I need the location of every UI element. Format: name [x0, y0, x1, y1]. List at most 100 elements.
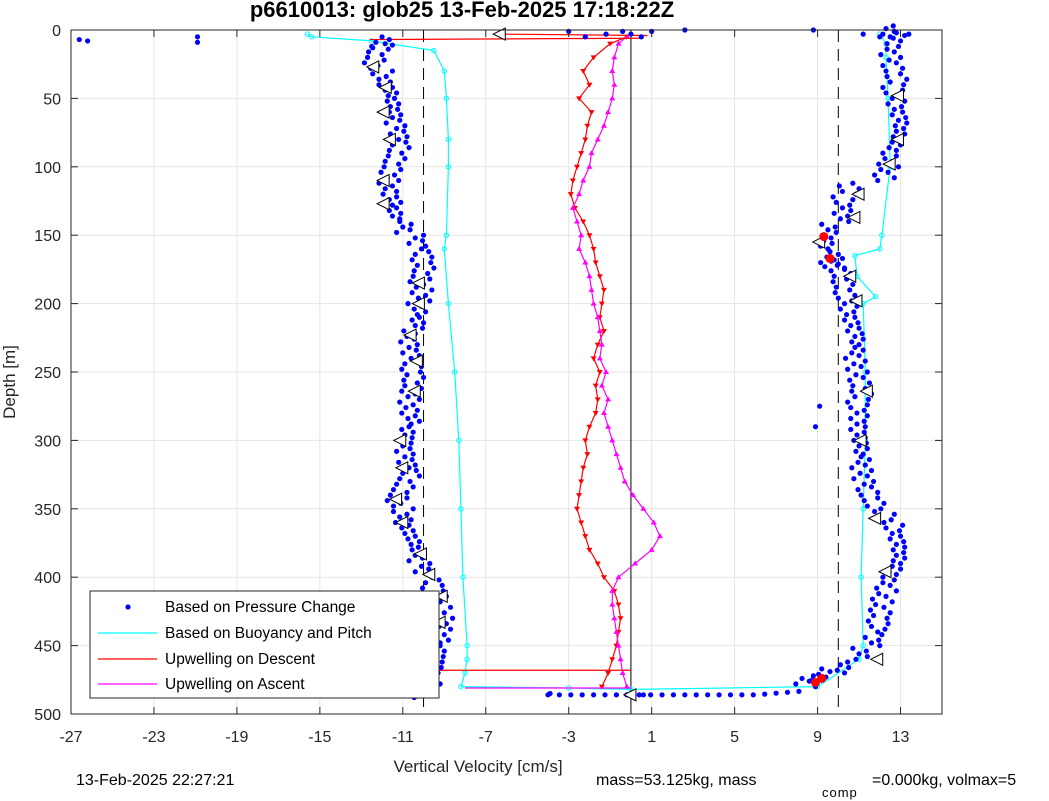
- descent-point: [586, 82, 593, 88]
- ascent-point: [576, 191, 583, 197]
- pressure-point: [401, 377, 407, 383]
- x-tick-label: -27: [59, 729, 82, 746]
- pressure-point: [886, 145, 892, 151]
- pressure-point: [897, 71, 904, 77]
- pressure-point: [404, 511, 410, 517]
- pressure-point: [833, 229, 839, 236]
- ascent-point: [590, 300, 597, 306]
- legend-entry-label: Based on Pressure Change: [165, 599, 355, 616]
- pressure-point: [406, 344, 412, 350]
- pressure-point: [401, 128, 407, 134]
- pressure-point: [891, 511, 897, 517]
- pressure-point: [440, 653, 446, 660]
- pressure-point: [410, 402, 416, 408]
- buoyancy-point: [451, 369, 458, 375]
- pressure-point: [449, 615, 456, 621]
- buoyancy-point: [879, 232, 885, 238]
- descent-point: [582, 438, 589, 444]
- pressure-point: [398, 339, 404, 345]
- ascent-point: [586, 163, 593, 169]
- pressure-point: [877, 643, 883, 649]
- buoyancy-point: [852, 253, 858, 259]
- x-tick-label: -19: [225, 729, 248, 746]
- pressure-point: [383, 73, 389, 80]
- pressure-point: [399, 426, 405, 433]
- pressure-point: [602, 692, 608, 698]
- pressure-point: [846, 664, 852, 671]
- pressure-point: [416, 539, 422, 545]
- ascent-point: [603, 369, 610, 374]
- pressure-point: [727, 692, 734, 698]
- pressure-point: [412, 413, 418, 419]
- triangle-marker: [848, 294, 863, 308]
- pressure-point: [410, 273, 416, 279]
- pressure-point: [887, 536, 893, 542]
- pressure-point: [827, 668, 833, 675]
- pressure-point: [705, 692, 711, 698]
- ascent-point: [609, 95, 616, 101]
- pressure-point: [397, 218, 403, 225]
- pressure-point: [850, 383, 856, 389]
- pressure-point: [716, 692, 722, 698]
- pressure-point: [895, 43, 902, 50]
- pressure-point: [883, 68, 889, 74]
- buoyancy-point: [304, 31, 311, 37]
- pressure-point: [839, 205, 846, 211]
- pressure-point: [862, 462, 868, 468]
- pressure-outlier: [76, 36, 82, 43]
- pressure-point: [845, 659, 851, 665]
- pressure-point: [383, 120, 389, 126]
- pressure-point: [858, 492, 864, 498]
- pressure-point: [835, 261, 841, 267]
- pressure-point: [370, 71, 376, 77]
- pressure-point: [379, 52, 385, 58]
- pressure-point: [385, 46, 391, 52]
- pressure-point: [893, 588, 899, 594]
- ascent-point: [623, 33, 630, 39]
- pressure-point: [406, 240, 412, 247]
- descent-point: [582, 534, 589, 540]
- pressure-point: [852, 314, 858, 320]
- pressure-point: [402, 361, 408, 367]
- triangle-marker: [378, 80, 392, 95]
- pressure-point: [856, 352, 862, 359]
- pressure-point: [831, 273, 837, 279]
- pressure-point: [410, 528, 416, 534]
- ascent-point: [640, 505, 647, 511]
- pressure-point: [393, 481, 400, 487]
- descent-point: [586, 233, 593, 239]
- pressure-point: [380, 191, 386, 197]
- pressure-point: [398, 166, 404, 173]
- pressure-point: [682, 692, 688, 698]
- buoyancy-point: [858, 574, 864, 580]
- pressure-point: [832, 224, 838, 230]
- pressure-point: [636, 692, 642, 698]
- buoyancy-point: [860, 506, 866, 512]
- pressure-point: [880, 150, 886, 156]
- triangle-marker: [402, 328, 417, 342]
- pressure-point: [408, 517, 414, 523]
- pressure-point: [406, 558, 412, 564]
- pressure-point: [387, 492, 393, 498]
- pressure-point: [882, 155, 888, 162]
- pressure-outlier: [194, 39, 201, 45]
- ascent-point: [588, 286, 595, 292]
- triangle-marker: [376, 173, 390, 188]
- pressure-point: [415, 544, 421, 550]
- pressure-point: [845, 366, 851, 372]
- pressure-point: [410, 429, 416, 435]
- x-tick-label: -11: [392, 729, 414, 746]
- descent-point: [600, 575, 607, 581]
- pressure-point: [902, 32, 908, 39]
- buoyancy-point: [441, 68, 447, 74]
- pressure-point: [896, 528, 903, 534]
- pressure-point: [880, 84, 886, 91]
- pressure-point: [835, 295, 841, 301]
- pressure-point: [883, 525, 889, 531]
- pressure-point: [885, 621, 891, 627]
- pressure-point: [412, 251, 418, 257]
- pressure-point: [857, 470, 863, 476]
- pressure-point: [890, 558, 896, 564]
- pressure-point: [386, 147, 392, 153]
- pressure-point: [418, 563, 425, 569]
